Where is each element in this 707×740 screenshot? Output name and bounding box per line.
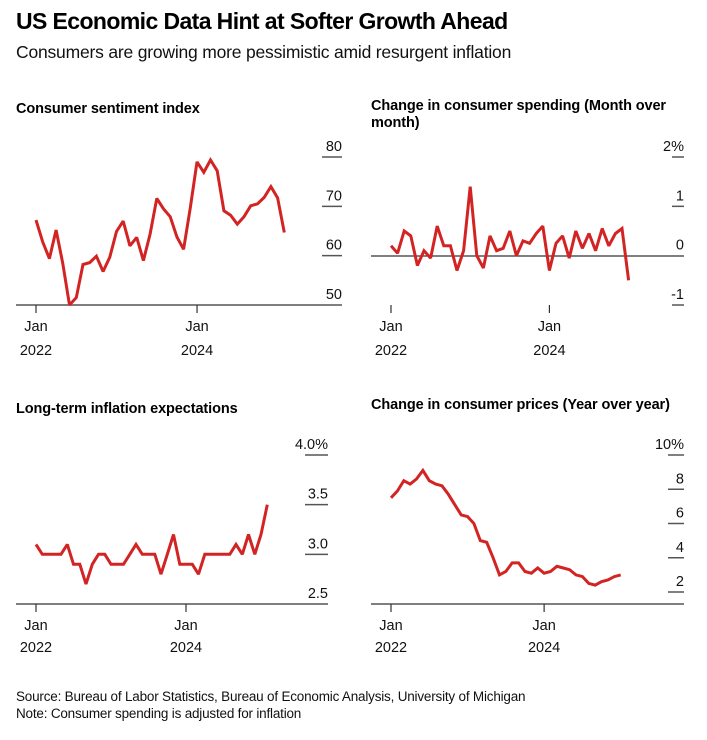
sentiment-y-tick-label: 50 bbox=[326, 287, 342, 303]
spending-y-tick-label: 1 bbox=[676, 188, 684, 204]
expectations-x-tick-year: 2024 bbox=[170, 640, 202, 656]
spending-y-tick-label: 0 bbox=[676, 238, 684, 254]
prices-x-tick-month: Jan bbox=[379, 618, 402, 634]
prices-y-tick-label: 8 bbox=[676, 471, 684, 487]
sentiment-y-tick-label: 70 bbox=[326, 188, 342, 204]
spending-y-tick-label: -1 bbox=[671, 287, 684, 303]
spending-x-tick-month: Jan bbox=[538, 319, 561, 335]
expectations-series-line bbox=[34, 504, 269, 585]
page-title: US Economic Data Hint at Softer Growth A… bbox=[16, 8, 508, 34]
sentiment-chart-title: Consumer sentiment index bbox=[16, 101, 200, 117]
sentiment-y-tick-label: 60 bbox=[326, 238, 342, 254]
spending-y-tick-label: 2% bbox=[663, 139, 684, 155]
expectations-chart: 4.0% 3.5 3.0 2.5 Jan 2022 Jan 2024 bbox=[16, 437, 328, 656]
prices-x-tick-year: 2022 bbox=[375, 640, 407, 656]
page-subtitle: Consumers are growing more pessimistic a… bbox=[16, 42, 512, 62]
prices-y-tick-label: 10% bbox=[655, 437, 684, 453]
prices-y-tick-label: 2 bbox=[676, 574, 684, 590]
sentiment-x-tick-month: Jan bbox=[24, 319, 47, 335]
expectations-chart-title: Long-term inflation expectations bbox=[16, 401, 238, 417]
prices-chart-title: Change in consumer prices (Year over yea… bbox=[371, 397, 670, 413]
spending-chart: 2% 1 0 -1 Jan 2022 Jan 2024 bbox=[371, 139, 684, 359]
prices-y-tick-label: 6 bbox=[676, 506, 684, 522]
spending-x-tick-month: Jan bbox=[379, 319, 402, 335]
footer: Source: Bureau of Labor Statistics, Bure… bbox=[16, 688, 526, 722]
prices-series-line bbox=[389, 467, 622, 587]
prices-x-tick-year: 2024 bbox=[528, 640, 560, 656]
sentiment-series-line bbox=[34, 157, 286, 307]
spending-chart-title: Change in consumer spending (Month over … bbox=[371, 98, 666, 131]
expectations-x-tick-month: Jan bbox=[174, 618, 197, 634]
sentiment-x-tick-year: 2022 bbox=[20, 343, 52, 359]
expectations-y-tick-label: 2.5 bbox=[308, 586, 328, 602]
spending-x-tick-year: 2022 bbox=[375, 343, 407, 359]
sentiment-x-tick-year: 2024 bbox=[181, 343, 213, 359]
expectations-x-tick-month: Jan bbox=[24, 618, 47, 634]
expectations-y-tick-label: 4.0% bbox=[295, 437, 328, 453]
prices-x-tick-month: Jan bbox=[532, 618, 555, 634]
expectations-y-tick-label: 3.0 bbox=[308, 536, 328, 552]
sentiment-y-tick-label: 80 bbox=[326, 139, 342, 155]
spending-x-tick-year: 2024 bbox=[533, 343, 565, 359]
sentiment-chart: 80 70 60 50 Jan 2022 Jan 2024 bbox=[16, 139, 342, 359]
methodology-note: Note: Consumer spending is adjusted for … bbox=[16, 706, 302, 721]
prices-y-tick-label: 4 bbox=[676, 540, 684, 556]
expectations-x-tick-year: 2022 bbox=[20, 640, 52, 656]
sentiment-x-tick-month: Jan bbox=[185, 319, 208, 335]
source-note: Source: Bureau of Labor Statistics, Bure… bbox=[16, 689, 526, 704]
expectations-y-tick-label: 3.5 bbox=[308, 487, 328, 503]
prices-chart: 10% 8 6 4 2 Jan 2022 Jan 2024 bbox=[371, 437, 684, 656]
spending-series-line bbox=[389, 186, 631, 281]
